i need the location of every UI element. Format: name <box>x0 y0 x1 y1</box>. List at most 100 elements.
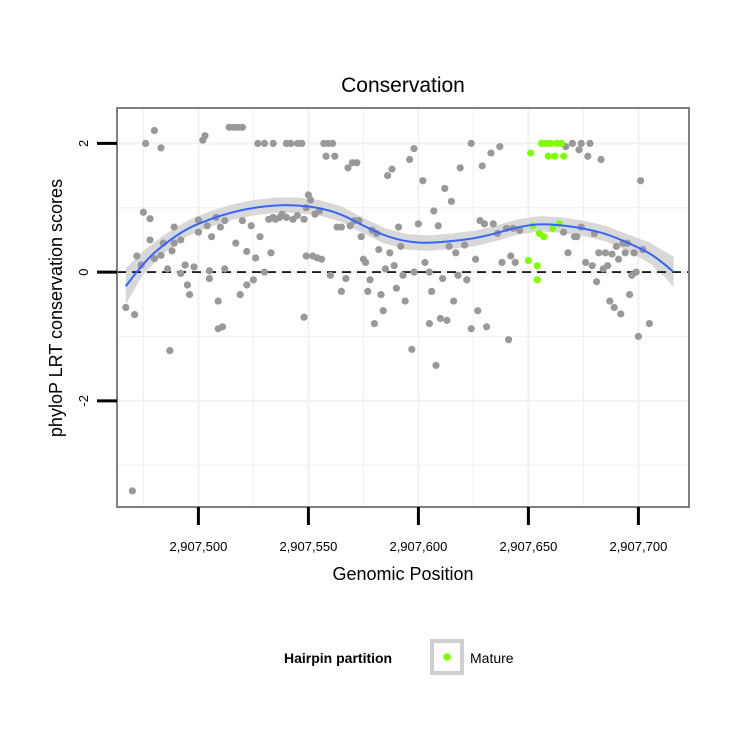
data-point-other <box>386 249 394 257</box>
data-point-other <box>177 269 185 277</box>
data-point-other <box>293 211 301 220</box>
data-point-mature <box>540 233 548 241</box>
data-point-other <box>249 276 257 284</box>
data-point-other <box>236 291 244 299</box>
data-point-other <box>399 271 407 279</box>
data-point-other <box>346 222 354 230</box>
data-point-mature <box>544 152 552 160</box>
y-tick-label: 2 <box>76 140 91 147</box>
data-point-other <box>170 223 178 231</box>
data-point-other <box>507 252 515 260</box>
data-point-other <box>425 268 433 276</box>
data-point-other <box>483 323 491 331</box>
data-point-other <box>421 258 429 267</box>
data-point-other <box>194 216 202 224</box>
data-point-other <box>467 325 475 333</box>
data-point-other <box>256 233 264 241</box>
data-point-other <box>472 255 480 263</box>
smooth-curve <box>124 204 675 287</box>
data-point-other <box>392 284 400 292</box>
data-point-other <box>406 155 414 164</box>
data-point-other <box>370 319 378 328</box>
data-point-other <box>456 164 464 172</box>
data-point-other <box>630 249 638 257</box>
data-point-other <box>381 265 389 273</box>
data-point-other <box>186 291 194 299</box>
data-point-other <box>489 220 497 228</box>
data-point-other <box>329 139 337 147</box>
data-point-other <box>419 177 427 185</box>
data-point-other <box>608 250 616 258</box>
data-point-other <box>441 184 449 193</box>
data-point-other <box>221 217 229 225</box>
data-point-other <box>133 252 141 260</box>
data-point-other <box>298 139 306 147</box>
data-point-other <box>122 303 130 312</box>
data-point-other <box>575 146 583 154</box>
data-point-other <box>634 332 643 341</box>
data-point-other <box>443 316 451 324</box>
data-point-other <box>139 208 147 216</box>
data-point-other <box>454 271 462 279</box>
data-point-other <box>617 310 625 318</box>
data-point-other <box>410 144 418 153</box>
data-point-mature <box>533 276 541 284</box>
data-point-mature <box>557 139 566 147</box>
y-axis-title: phyloP LRT conservation scores <box>46 179 66 437</box>
x-tick-label: 2,907,600 <box>389 539 447 554</box>
data-point-other <box>146 215 154 223</box>
data-point-other <box>205 274 213 283</box>
x-tick-label: 2,907,500 <box>169 539 227 554</box>
data-point-other <box>216 223 224 231</box>
data-point-other <box>621 249 629 257</box>
x-axis-title: Genomic Position <box>332 564 473 584</box>
data-point-other <box>395 223 403 231</box>
data-point-other <box>302 252 310 260</box>
data-point-other <box>183 281 191 289</box>
data-point-mature <box>533 262 541 270</box>
y-axis: -2 0 2 <box>76 140 117 407</box>
data-point-other <box>252 254 260 262</box>
data-point-other <box>573 233 581 241</box>
data-point-other <box>318 255 326 263</box>
data-point-other <box>344 164 352 172</box>
data-point-other <box>408 345 416 353</box>
data-point-other <box>439 274 447 283</box>
data-point-other <box>142 139 150 147</box>
x-axis: 2,907,500 2,907,550 2,907,600 2,907,650 2,90… <box>169 507 667 554</box>
data-point-other <box>194 228 202 236</box>
data-point-other <box>626 291 634 299</box>
data-point-other <box>461 241 469 249</box>
data-point-other <box>181 261 189 269</box>
data-point-other <box>375 245 383 254</box>
data-point-other <box>588 262 596 270</box>
data-point-other <box>445 242 453 250</box>
data-point-other <box>447 197 455 205</box>
data-point-other <box>560 228 568 236</box>
y-tick-label: -2 <box>76 395 91 407</box>
data-point-other <box>582 258 590 267</box>
data-point-other <box>511 258 519 267</box>
x-tick-label: 2,907,550 <box>279 539 337 554</box>
data-point-other <box>612 242 621 250</box>
data-point-mature <box>551 152 559 160</box>
data-point-other <box>166 347 174 355</box>
data-point-mature <box>546 139 555 147</box>
data-point-other <box>645 319 654 328</box>
data-point-other <box>269 139 277 147</box>
data-point-other <box>232 239 240 247</box>
data-point-other <box>168 247 176 255</box>
legend: Hairpin partition Mature <box>284 639 514 675</box>
data-point-other <box>432 361 440 370</box>
data-point-other <box>157 251 165 259</box>
data-point-other <box>177 236 185 244</box>
data-point-other <box>480 220 488 228</box>
data-point-other <box>307 196 315 204</box>
data-point-other <box>362 258 370 267</box>
data-point-mature <box>549 224 557 232</box>
data-point-other <box>170 239 178 247</box>
data-point-mature <box>560 152 568 160</box>
data-point-other <box>219 323 227 331</box>
